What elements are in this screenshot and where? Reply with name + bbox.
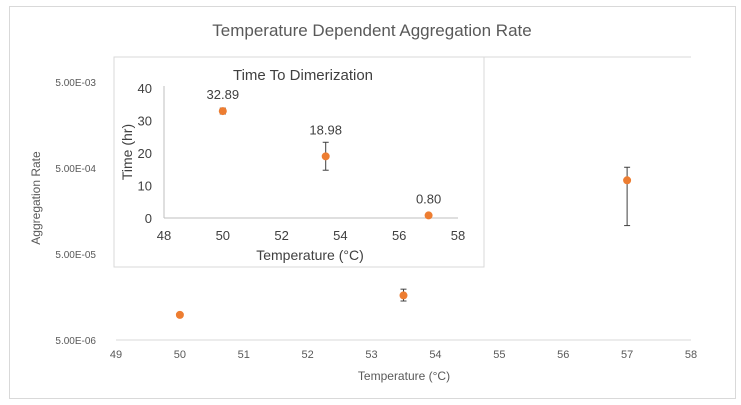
inset-data-points: 32.89 18.98 0.80 <box>207 87 441 220</box>
main-x-tick-label: 53 <box>365 349 377 361</box>
inset-data-label: 18.98 <box>309 122 342 137</box>
main-x-tick-label: 52 <box>302 349 314 361</box>
inset-x-axis-label: Temperature (°C) <box>256 247 364 263</box>
inset-data-point <box>321 152 330 161</box>
inset-y-tick-label: 20 <box>138 146 152 161</box>
inset-y-tick-label: 0 <box>145 211 152 226</box>
main-chart-title: Temperature Dependent Aggregation Rate <box>212 21 531 40</box>
inset-x-tick-label: 58 <box>451 228 465 243</box>
inset-data-point <box>218 107 227 116</box>
inset-x-tick-label: 48 <box>157 228 171 243</box>
main-data-points <box>175 166 632 319</box>
inset-x-tick-label: 56 <box>392 228 406 243</box>
inset-y-tick-label: 10 <box>138 179 152 194</box>
main-y-tick-label: 5.00E-04 <box>55 164 96 175</box>
main-data-point <box>175 310 184 319</box>
main-y-tick-label: 5.00E-06 <box>55 336 96 347</box>
main-x-tick-label: 49 <box>110 349 122 361</box>
inset-chart-box <box>113 56 485 268</box>
inset-x-tick-label: 52 <box>274 228 288 243</box>
main-y-tick-label: 5.00E-03 <box>55 78 96 89</box>
main-x-tick-labels: 49 50 51 52 53 54 55 56 57 58 <box>110 349 697 361</box>
main-y-tick-label: 5.00E-05 <box>55 250 96 261</box>
main-x-tick-label: 51 <box>238 349 250 361</box>
inset-y-axis-label: Time (hr) <box>119 124 135 180</box>
main-y-tick-labels: 5.00E-06 5.00E-05 5.00E-04 5.00E-03 <box>55 78 96 347</box>
inset-y-tick-label: 40 <box>138 81 152 96</box>
inset-data-label: 32.89 <box>207 87 240 102</box>
inset-x-tick-label: 54 <box>333 228 347 243</box>
main-y-axis-label: Aggregation Rate <box>29 151 43 245</box>
inset-data-point <box>424 211 433 220</box>
main-x-tick-label: 56 <box>557 349 569 361</box>
inset-data-label: 0.80 <box>416 191 441 206</box>
inset-y-tick-labels: 0 10 20 30 40 <box>138 81 152 226</box>
inset-x-tick-label: 50 <box>216 228 230 243</box>
main-x-tick-label: 58 <box>685 349 697 361</box>
main-x-tick-label: 55 <box>493 349 505 361</box>
main-x-tick-label: 57 <box>621 349 633 361</box>
main-x-tick-label: 50 <box>174 349 186 361</box>
inset-chart-title: Time To Dimerization <box>233 67 373 84</box>
main-data-point <box>399 291 408 300</box>
main-x-axis-label: Temperature (°C) <box>358 369 450 383</box>
inset-y-tick-label: 30 <box>138 114 152 129</box>
inset-x-tick-labels: 48 50 52 54 56 58 <box>157 228 465 243</box>
main-data-point <box>623 176 632 185</box>
main-x-tick-label: 54 <box>429 349 441 361</box>
